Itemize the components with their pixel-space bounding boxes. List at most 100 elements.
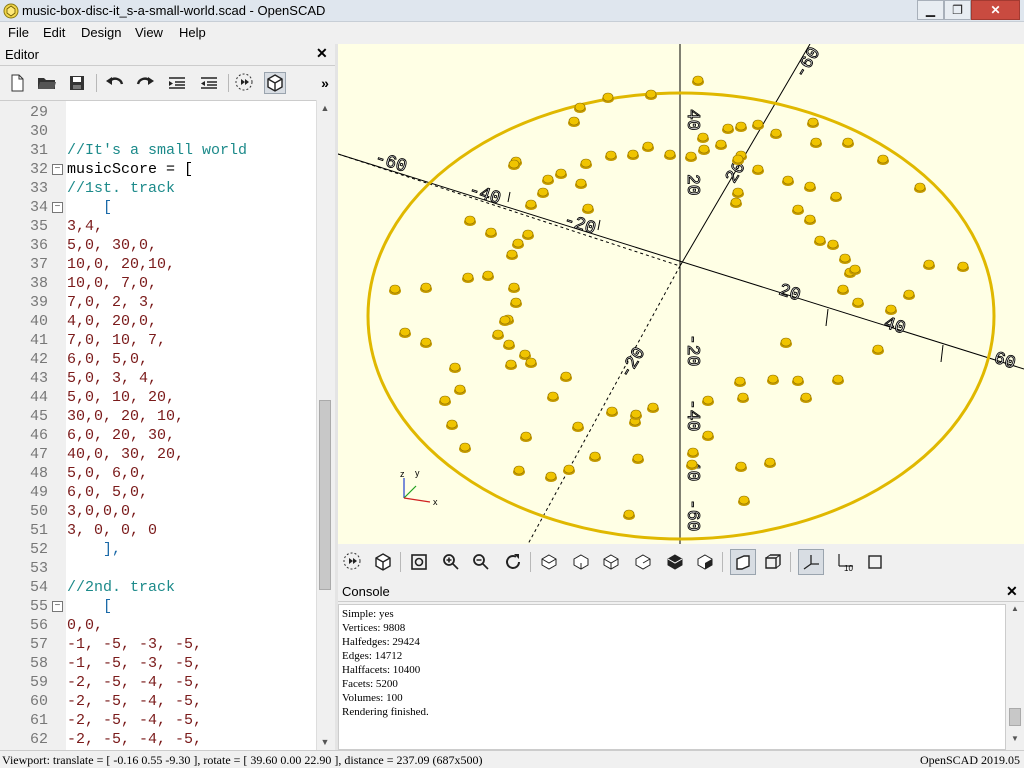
console-close-button[interactable]: ✕ xyxy=(1006,583,1018,599)
minimize-button[interactable]: ▁ xyxy=(917,0,944,20)
save-icon[interactable] xyxy=(66,72,88,94)
line-number-gutter xyxy=(0,101,50,750)
pin xyxy=(508,282,520,293)
menu-file[interactable]: File xyxy=(8,25,29,40)
code-text: 0,0, xyxy=(67,617,104,634)
view-back-icon[interactable] xyxy=(692,549,718,575)
editor-title: Editor xyxy=(5,47,39,62)
line-number: 50 xyxy=(29,503,48,520)
axis-label: 20 xyxy=(776,281,803,307)
code-text: -2, -5, -4, -5, xyxy=(67,674,203,691)
more-tools-icon[interactable]: » xyxy=(321,75,329,91)
pin xyxy=(767,374,779,385)
render-icon[interactable] xyxy=(264,72,286,94)
view-right-icon[interactable] xyxy=(536,549,562,575)
pin xyxy=(574,102,586,113)
fold-toggle-icon[interactable]: − xyxy=(52,202,63,213)
pin xyxy=(877,154,889,165)
console-scroll-up-icon[interactable]: ▲ xyxy=(1011,604,1019,613)
new-file-icon[interactable] xyxy=(6,72,28,94)
undo-icon[interactable] xyxy=(104,72,126,94)
status-bar: Viewport: translate = [ -0.16 0.55 -9.30… xyxy=(0,750,1024,768)
menu-bar: File Edit Design View Help xyxy=(0,22,1024,44)
code-text: 6,0, 20, 30, xyxy=(67,427,176,444)
maximize-button[interactable]: ❐ xyxy=(944,0,971,20)
menu-help[interactable]: Help xyxy=(179,25,206,40)
preview-icon[interactable] xyxy=(234,72,256,94)
console-scrollbar[interactable]: ▲ ▼ xyxy=(1006,604,1024,750)
scroll-down-arrow-icon[interactable]: ▼ xyxy=(320,737,330,747)
console-output[interactable]: Simple: yes Vertices: 9808 Halfedges: 29… xyxy=(338,604,1006,750)
menu-design[interactable]: Design xyxy=(81,25,122,40)
line-number: 38 xyxy=(29,275,48,292)
line-number: 43 xyxy=(29,370,48,387)
line-number: 59 xyxy=(29,674,48,691)
music-pins xyxy=(389,75,969,520)
pin xyxy=(582,203,594,214)
pin xyxy=(697,132,709,143)
pin xyxy=(804,181,816,192)
code-text: 7,0, 10, 7, xyxy=(67,332,167,349)
code-line: 29 xyxy=(0,103,316,122)
line-number: 61 xyxy=(29,712,48,729)
pin xyxy=(715,139,727,150)
code-text: 3,4, xyxy=(67,218,104,235)
code-text: 6,0, 5,0, xyxy=(67,351,149,368)
preview-icon[interactable] xyxy=(340,549,366,575)
console-scroll-down-icon[interactable]: ▼ xyxy=(1011,734,1019,743)
show-axes-icon[interactable] xyxy=(798,549,824,575)
orthogonal-icon[interactable] xyxy=(760,549,786,575)
render-icon[interactable] xyxy=(370,549,396,575)
reset-view-icon[interactable] xyxy=(500,549,526,575)
code-editor[interactable]: 29 30 31//It's a small world 32− musicScore … xyxy=(0,100,316,750)
pin xyxy=(814,235,826,246)
show-edges-icon[interactable] xyxy=(862,549,888,575)
show-scale-icon[interactable]: 10 xyxy=(832,549,858,575)
splitter-handle[interactable] xyxy=(335,44,338,750)
editor-close-button[interactable]: ✕ xyxy=(316,45,328,61)
scroll-up-arrow-icon[interactable]: ▲ xyxy=(320,103,330,113)
line-number: 47 xyxy=(29,446,48,463)
menu-view[interactable]: View xyxy=(135,25,163,40)
axis-label: 20 xyxy=(682,174,702,196)
pin xyxy=(645,89,657,100)
axis-label: -60 xyxy=(372,149,409,178)
editor-scrollbar[interactable]: ▲ ▼ xyxy=(316,100,333,750)
indent-icon[interactable] xyxy=(166,72,188,94)
code-line: 62 -2, -5, -4, -5, xyxy=(0,730,316,749)
view-bottom-icon[interactable] xyxy=(598,549,624,575)
redo-icon[interactable] xyxy=(134,72,156,94)
pin xyxy=(605,150,617,161)
open-folder-icon[interactable] xyxy=(36,72,58,94)
perspective-icon[interactable] xyxy=(730,549,756,575)
disc-outline xyxy=(366,91,996,541)
axis-indicator-y: y xyxy=(415,468,420,478)
axis-label: -60 xyxy=(791,44,825,82)
console-scroll-thumb[interactable] xyxy=(1009,708,1021,726)
editor-scroll-thumb[interactable] xyxy=(319,400,331,590)
pin xyxy=(632,453,644,464)
pin xyxy=(606,406,618,417)
close-window-button[interactable]: ✕ xyxy=(971,0,1020,20)
zoom-in-icon[interactable] xyxy=(438,549,464,575)
fold-toggle-icon[interactable]: − xyxy=(52,164,63,175)
pin xyxy=(852,297,864,308)
line-number: 44 xyxy=(29,389,48,406)
pin xyxy=(446,419,458,430)
line-number: 41 xyxy=(29,332,48,349)
code-line: 39 7,0, 2, 3, xyxy=(0,293,316,312)
fold-toggle-icon[interactable]: − xyxy=(52,601,63,612)
view-all-icon[interactable] xyxy=(406,549,432,575)
3d-viewport[interactable]: -60 -40 -20 20 40 60 40 20 20 -20 -40 -4… xyxy=(338,44,1024,544)
code-line: 47 40,0, 30, 20, xyxy=(0,445,316,464)
pin xyxy=(449,362,461,373)
view-left-icon[interactable] xyxy=(630,549,656,575)
view-top-icon[interactable] xyxy=(568,549,594,575)
view-front-icon[interactable] xyxy=(662,549,688,575)
axis-label: -20 xyxy=(561,211,598,240)
zoom-out-icon[interactable] xyxy=(468,549,494,575)
unindent-icon[interactable] xyxy=(198,72,220,94)
axis-label: -40 xyxy=(466,181,503,210)
pin xyxy=(537,187,549,198)
menu-edit[interactable]: Edit xyxy=(43,25,66,40)
